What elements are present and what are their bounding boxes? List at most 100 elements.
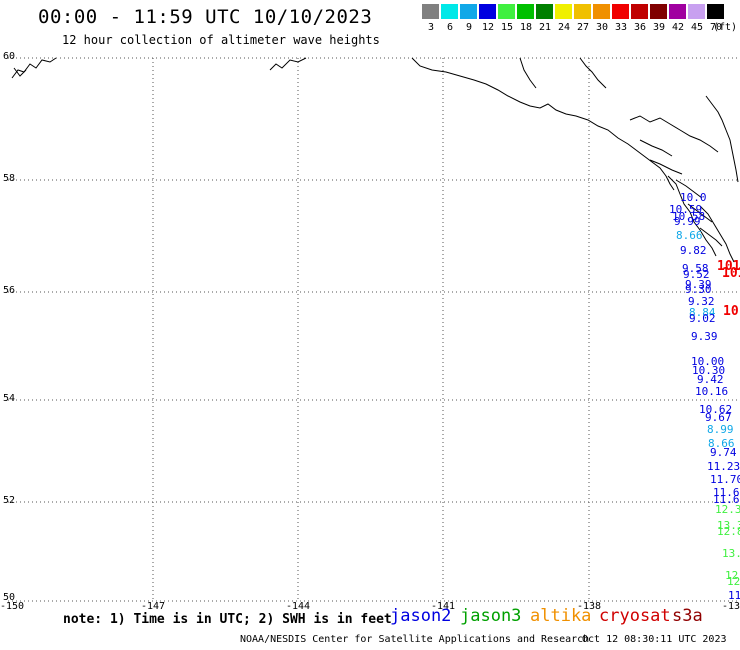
observation-label: 9.32	[688, 295, 715, 308]
observation-label: 12.3	[715, 503, 740, 516]
observation-label: 11.64	[713, 493, 740, 506]
altimeter-map	[8, 57, 740, 602]
scale-label-3: 3	[427, 22, 435, 33]
prince-william-sound-coast	[269, 57, 307, 71]
map-subtitle: 12 hour collection of altimeter wave hei…	[62, 33, 380, 47]
scale-label-12: 12	[481, 22, 495, 33]
observation-label: 10.00	[691, 355, 725, 368]
observation-label: 13.3	[717, 519, 740, 532]
kenai-coast	[11, 57, 57, 79]
scale-swatch-15	[498, 4, 515, 19]
coastline	[11, 57, 739, 263]
icy-bay-coast	[519, 57, 537, 89]
observation-label: 11.70	[710, 473, 740, 486]
inside-passage-islands	[629, 115, 723, 247]
observation-label: 9.39	[691, 330, 718, 343]
scale-swatch-9	[460, 4, 477, 19]
lat-label-60: 60	[3, 51, 16, 62]
observation-label: 10	[723, 304, 739, 319]
observation-label: 12	[725, 569, 739, 582]
scale-unit: (ft)	[712, 22, 738, 33]
scale-swatch-39	[650, 4, 667, 19]
map-grid	[8, 57, 740, 602]
scale-swatch-18	[517, 4, 534, 19]
scale-swatch-3	[422, 4, 439, 19]
observation-label: 8.99	[707, 423, 734, 436]
observation-label: 11.23	[707, 460, 740, 473]
observation-label: 9.30	[685, 283, 712, 296]
footer-note: note: 1) Time is in UTC; 2) SWH is in fe…	[63, 612, 392, 627]
scale-swatch-6	[441, 4, 458, 19]
scale-swatch-30	[593, 4, 610, 19]
kenai-inlet	[13, 67, 27, 77]
gulf-coast	[411, 57, 675, 191]
scale-label-70: 70	[709, 22, 723, 33]
map-title: 00:00 - 11:59 UTC 10/10/2023	[38, 6, 373, 28]
legend-jason2: jason2	[390, 606, 452, 626]
observation-label: 8.66	[676, 229, 703, 242]
observation-label: 9.02	[689, 312, 716, 325]
lon-label-141: -141	[431, 601, 456, 612]
observation-label: 13.	[722, 547, 740, 560]
observation-label: 101	[717, 259, 740, 274]
legend-jason3: jason3	[460, 606, 522, 626]
lon-label-144: -144	[286, 601, 311, 612]
scale-label-9: 9	[465, 22, 473, 33]
scale-swatch-36	[631, 4, 648, 19]
prince-of-wales-island	[699, 205, 735, 263]
observation-label: 12.8	[717, 525, 740, 538]
lat-label-50: 50	[3, 592, 16, 603]
observation-label: 8.66	[708, 437, 735, 450]
observation-label: 12	[727, 575, 740, 588]
scale-swatch-24	[555, 4, 572, 19]
observation-label: 9.67	[705, 411, 732, 424]
observation-label: 10.0	[680, 191, 707, 204]
lat-label-54: 54	[3, 393, 16, 404]
lat-label-52: 52	[3, 495, 16, 506]
scale-label-21: 21	[538, 22, 552, 33]
lon-label-150: -150	[0, 601, 25, 612]
yakutat-coast	[579, 57, 607, 89]
observation-label: 8.84	[689, 306, 716, 319]
observation-label: 11.67	[713, 486, 740, 499]
observation-label: 11	[728, 589, 740, 602]
baranof-island	[667, 175, 717, 257]
scale-swatch-12	[479, 4, 496, 19]
observation-label: 9.39	[685, 278, 712, 291]
scale-label-24: 24	[557, 22, 571, 33]
scale-label-15: 15	[500, 22, 514, 33]
credit-text: NOAA/NESDIS Center for Satellite Applica…	[240, 634, 590, 645]
observation-label: 9.52	[683, 268, 710, 281]
scale-swatch-70	[707, 4, 724, 19]
scale-label-27: 27	[576, 22, 590, 33]
observation-label: 101	[722, 266, 740, 281]
scale-label-45: 45	[690, 22, 704, 33]
observation-label: 9.42	[697, 373, 724, 386]
scale-swatch-33	[612, 4, 629, 19]
legend-cryosat: cryosat	[599, 606, 671, 626]
scale-label-30: 30	[595, 22, 609, 33]
observation-label: 10.59	[669, 203, 703, 216]
legend-s3a: s3a	[672, 606, 703, 626]
lon-label-138: -138	[577, 601, 602, 612]
lat-label-56: 56	[3, 285, 16, 296]
scale-label-39: 39	[652, 22, 666, 33]
lat-label-58: 58	[3, 173, 16, 184]
scale-label-42: 42	[671, 22, 685, 33]
observation-label: 10.58	[672, 210, 706, 223]
scale-label-6: 6	[446, 22, 454, 33]
mainland-coast-se	[705, 95, 739, 183]
scale-label-33: 33	[614, 22, 628, 33]
observation-label: 9.74	[710, 446, 737, 459]
observation-label: 10.62	[699, 403, 733, 416]
scale-swatch-21	[536, 4, 553, 19]
lon-label-135: -13	[722, 601, 740, 612]
scale-swatch-27	[574, 4, 591, 19]
observation-label: 9.99	[674, 215, 701, 228]
scale-swatch-45	[688, 4, 705, 19]
lon-label-147: -147	[141, 601, 166, 612]
legend-altika: altika	[530, 606, 592, 626]
observation-label: 9.82	[680, 244, 707, 257]
scale-label-18: 18	[519, 22, 533, 33]
scale-label-36: 36	[633, 22, 647, 33]
